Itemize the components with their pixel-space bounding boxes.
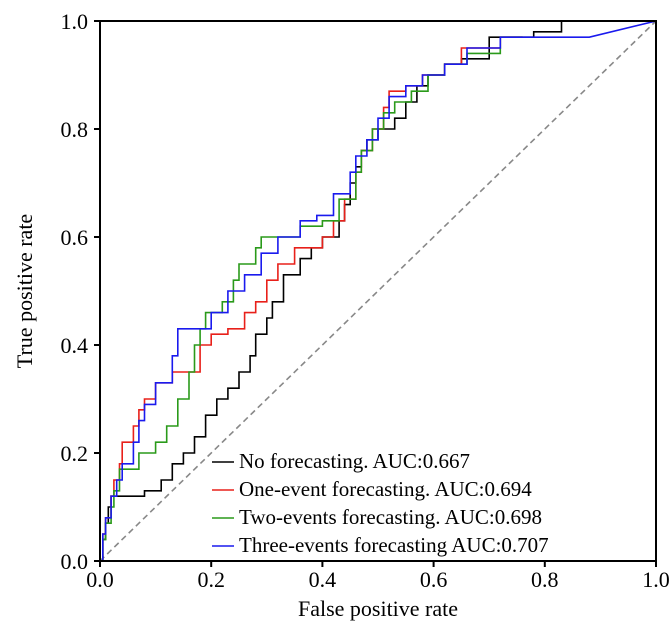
x-tick-label: 0.0 bbox=[86, 567, 114, 592]
diagonal-layer bbox=[99, 20, 657, 562]
y-tick-label: 0.6 bbox=[61, 225, 89, 250]
x-tick-label: 1.0 bbox=[642, 567, 670, 592]
legend-label-2: Two-events forecasting. AUC:0.698 bbox=[239, 505, 542, 529]
x-tick-label: 0.8 bbox=[531, 567, 559, 592]
y-tick-label: 0.8 bbox=[61, 117, 89, 142]
x-ticks: 0.0 0.2 0.4 0.6 0.8 1.0 bbox=[86, 561, 670, 592]
legend-label-1: One-event forecasting. AUC:0.694 bbox=[239, 477, 532, 501]
series-layer bbox=[100, 20, 657, 562]
x-tick-label: 0.2 bbox=[197, 567, 225, 592]
y-tick-label: 1.0 bbox=[61, 9, 89, 34]
y-axis-title: True positive rate bbox=[12, 214, 37, 368]
y-tick-label: 0.2 bbox=[61, 441, 89, 466]
series-line-2 bbox=[100, 36, 523, 562]
y-ticks: 0.0 0.2 0.4 0.6 0.8 1.0 bbox=[61, 9, 100, 574]
y-tick-label: 0.0 bbox=[61, 549, 89, 574]
plot-frame bbox=[99, 20, 657, 562]
legend-label-3: Three-events forecasting AUC:0.707 bbox=[239, 533, 549, 557]
x-tick-label: 0.6 bbox=[420, 567, 448, 592]
y-tick-label: 0.4 bbox=[61, 333, 89, 358]
x-axis-title: False positive rate bbox=[298, 596, 458, 621]
x-tick-label: 0.4 bbox=[309, 567, 337, 592]
series-line-3 bbox=[100, 20, 657, 562]
legend-label-0: No forecasting. AUC:0.667 bbox=[239, 449, 470, 473]
diagonal-reference-line bbox=[99, 20, 657, 562]
legend: No forecasting. AUC:0.667 One-event forec… bbox=[212, 449, 549, 557]
